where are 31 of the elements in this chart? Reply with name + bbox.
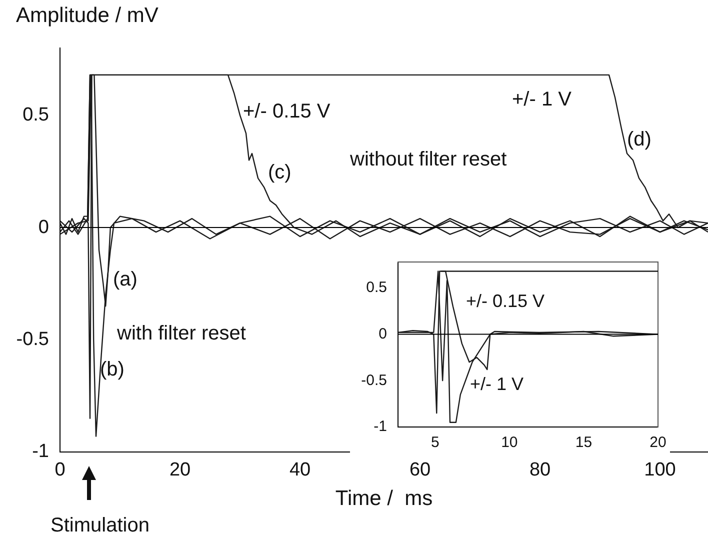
annotation: (c) bbox=[268, 162, 292, 184]
y-axis-title: Amplitude / mV bbox=[16, 4, 158, 28]
annotation: +/- 0.15 V bbox=[466, 290, 545, 311]
annotation: (a) bbox=[113, 268, 138, 291]
annotation: without filter reset bbox=[349, 148, 508, 171]
annotation: +/- 1 V bbox=[470, 374, 524, 394]
x-tick-label: 20 bbox=[650, 434, 666, 452]
annotation: +/- 1 V bbox=[512, 88, 572, 111]
annotation: (b) bbox=[100, 358, 124, 381]
x-tick-label: 20 bbox=[169, 460, 191, 481]
x-tick-label: 60 bbox=[409, 460, 431, 481]
x-tick-label: 100 bbox=[644, 460, 676, 481]
annotation: +/- 0.15 V bbox=[243, 100, 331, 123]
y-tick-label: 0 bbox=[378, 325, 387, 342]
x-tick-label: 10 bbox=[501, 434, 518, 452]
x-tick-label: 40 bbox=[289, 460, 311, 481]
x-tick-label: 15 bbox=[575, 434, 592, 452]
y-tick-label: 0.5 bbox=[366, 279, 387, 296]
y-tick-label: -0.5 bbox=[361, 372, 387, 389]
y-tick-label: -1 bbox=[32, 441, 49, 462]
x-tick-label: 80 bbox=[529, 460, 551, 481]
text: Stimulation bbox=[50, 514, 150, 537]
annotation: with filter reset bbox=[116, 322, 246, 345]
x-tick-label: 5 bbox=[430, 434, 440, 452]
x-tick-label: 0 bbox=[54, 460, 66, 481]
x-axis-title: Time / ms bbox=[335, 487, 433, 510]
y-tick-label: 0 bbox=[38, 216, 49, 238]
annotation: (d) bbox=[627, 128, 652, 151]
y-tick-label: -1 bbox=[374, 418, 387, 436]
y-tick-label: 0.5 bbox=[22, 104, 49, 126]
y-tick-label: -0.5 bbox=[16, 329, 49, 350]
